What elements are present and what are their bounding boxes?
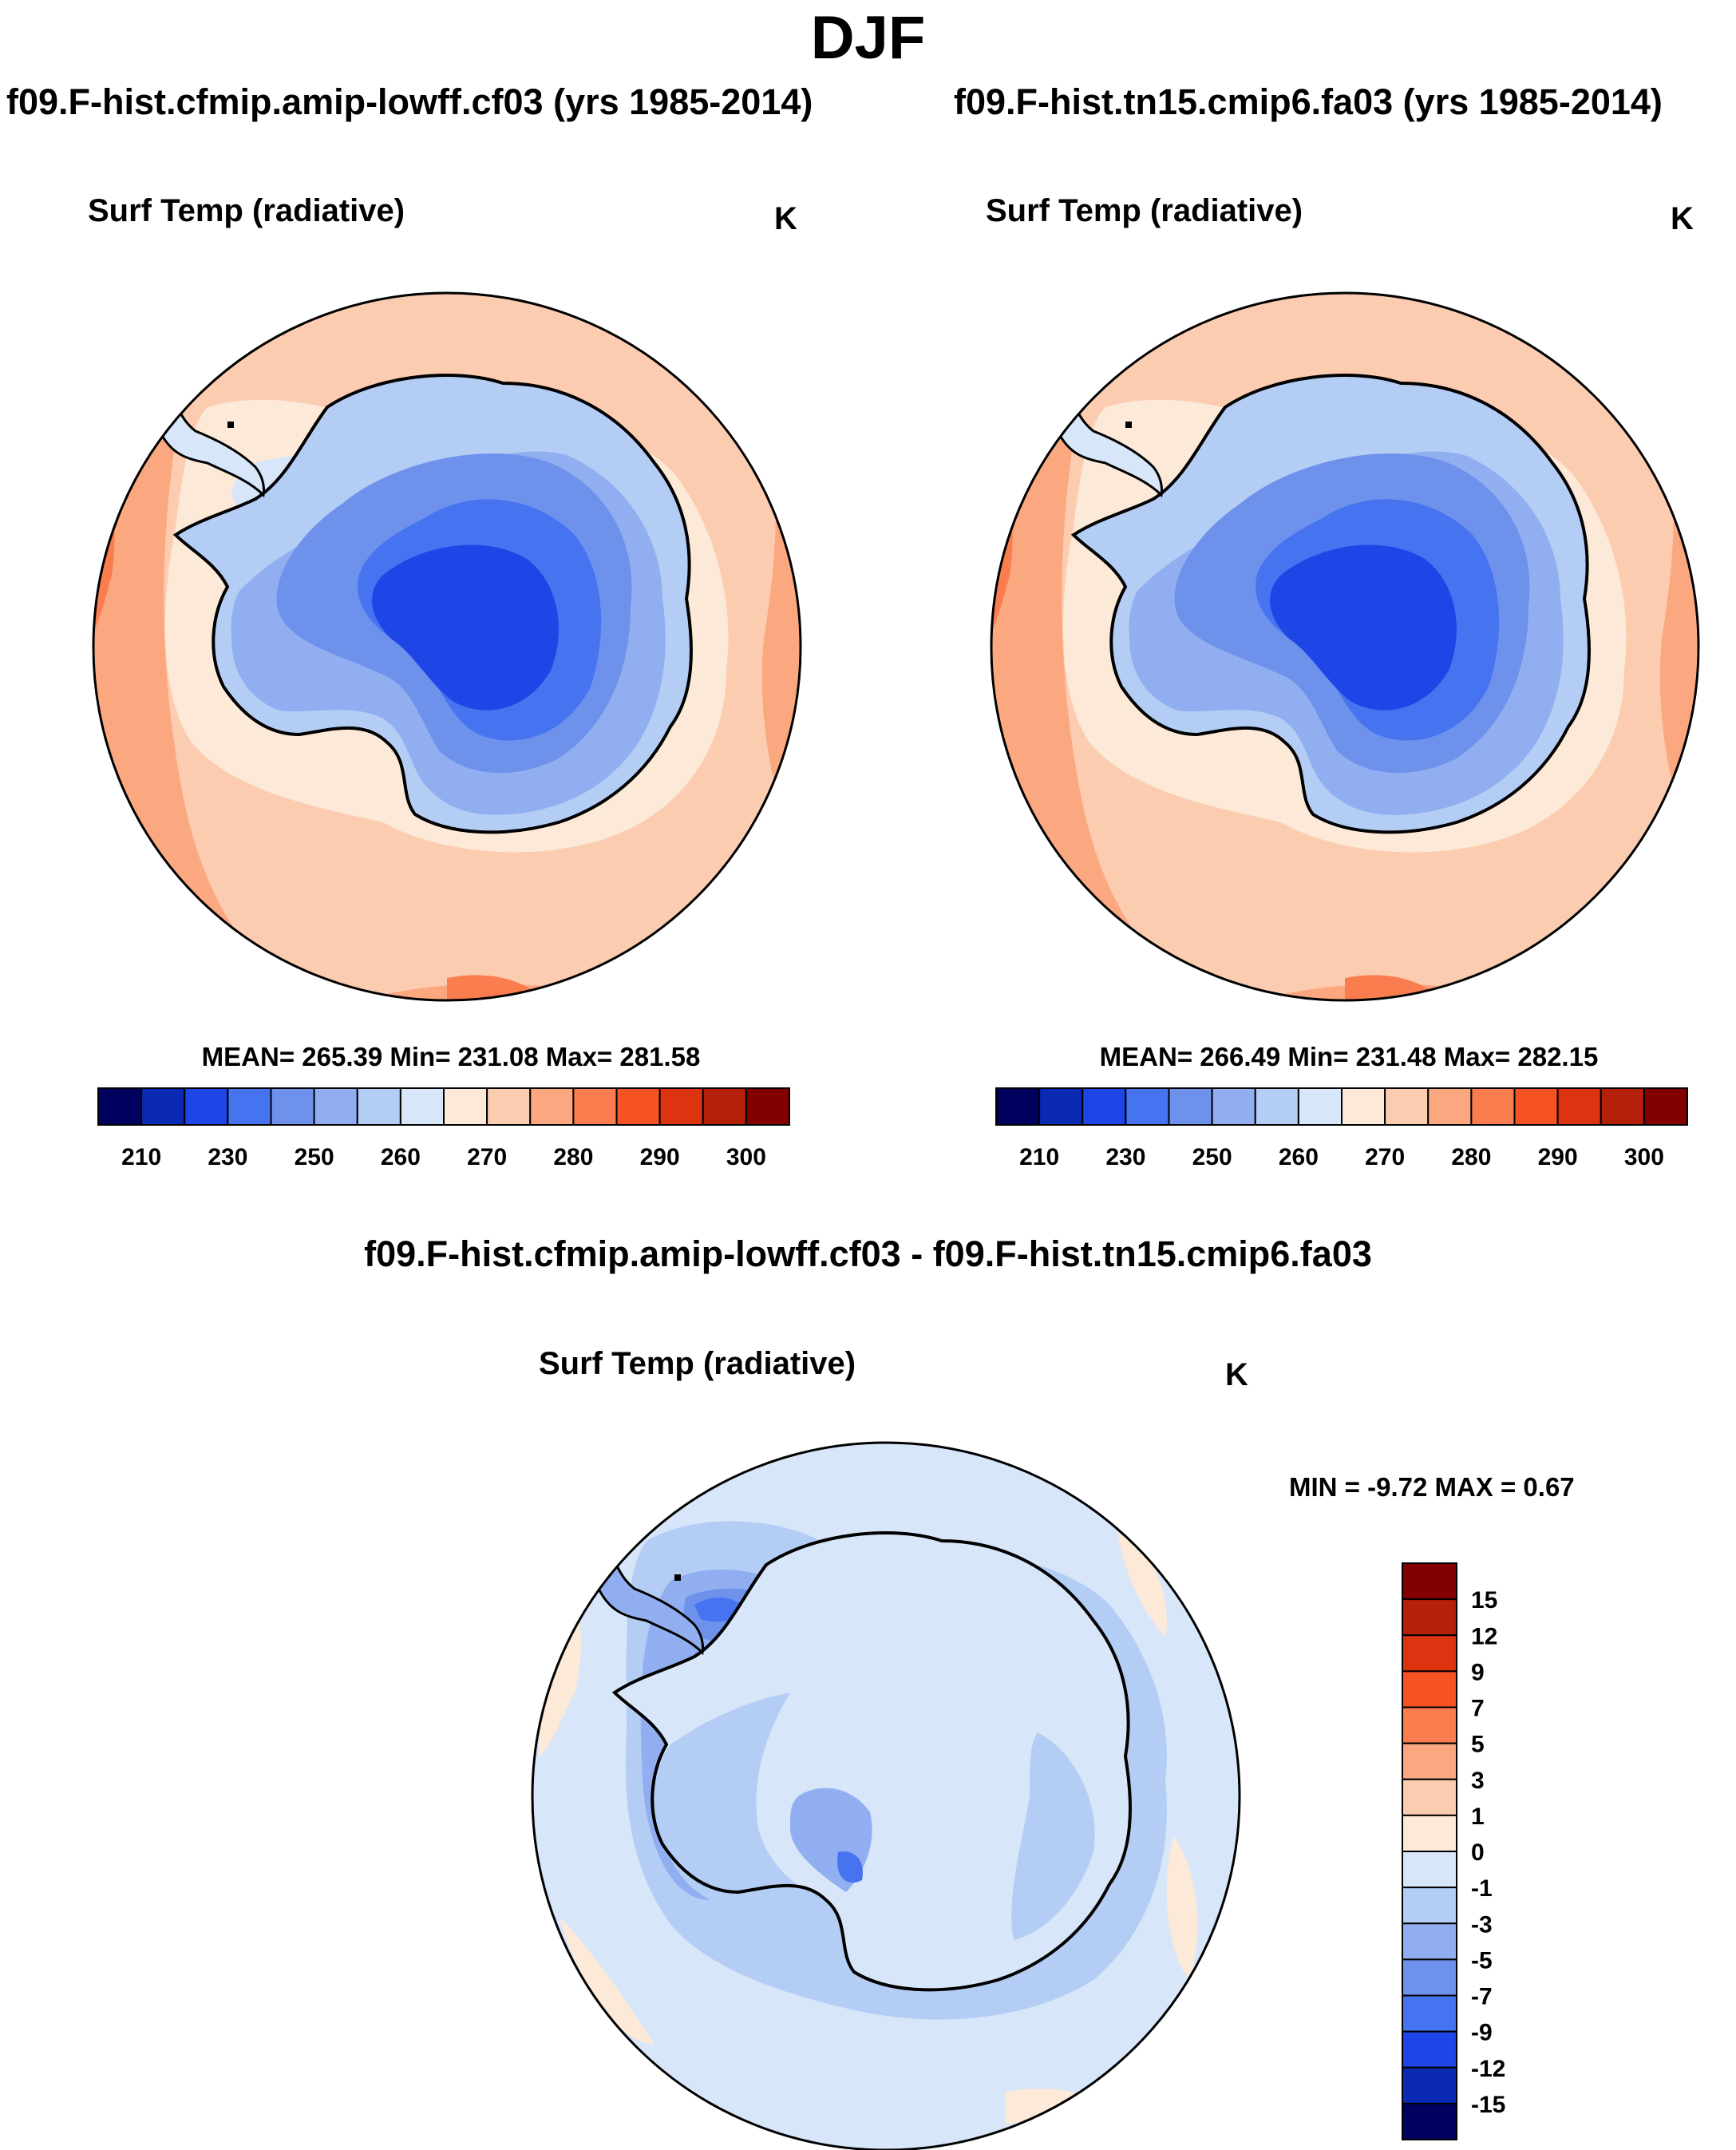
right-colorbar: 210 230 250 260 270 280 290 300: [995, 1087, 1688, 1170]
right-colorbar-box: [995, 1087, 1041, 1126]
left-colorbar-tick-label: 250: [295, 1144, 334, 1170]
left-colorbar-tick-label: 270: [467, 1144, 507, 1170]
left-colorbar-box: [486, 1087, 532, 1126]
right-colorbar-box: [1168, 1087, 1213, 1126]
left-colorbar-box: [399, 1087, 445, 1126]
right-colorbar-box: [1643, 1087, 1688, 1126]
diff-colorbar-box: [1402, 1670, 1457, 1709]
left-panel-units: K: [774, 201, 797, 236]
diff-panel-case-title: f09.F-hist.cfmip.amip-lowff.cf03 - f09.F…: [364, 1233, 1372, 1274]
left-colorbar-box: [313, 1087, 358, 1126]
diff-colorbar-tick-label: -5: [1471, 1947, 1493, 1974]
left-colorbar-box: [702, 1087, 747, 1126]
left-colorbar-box: [745, 1087, 790, 1126]
left-panel-variable: Surf Temp (radiative): [88, 193, 405, 228]
diff-colorbar-box: [1402, 1814, 1457, 1852]
diff-colorbar-tick-label: 15: [1471, 1587, 1497, 1613]
left-colorbar-box: [227, 1087, 272, 1126]
diff-panel-units: K: [1225, 1357, 1248, 1392]
diff-colorbar-tick-label: -9: [1471, 2020, 1493, 2046]
diff-colorbar-tick-label: 3: [1471, 1768, 1485, 1794]
right-colorbar-box: [1082, 1087, 1127, 1126]
left-colorbar-tick-label: 260: [381, 1144, 421, 1170]
right-colorbar-box: [1600, 1087, 1645, 1126]
diff-colorbar-box: [1402, 1887, 1457, 1925]
right-colorbar-tick-label: 270: [1365, 1144, 1405, 1170]
diff-colorbar-tick-label: 7: [1471, 1696, 1485, 1722]
diff-colorbar-box: [1402, 1598, 1457, 1637]
diff-colorbar-box: [1402, 2066, 1457, 2104]
left-colorbar-tick-label: 290: [640, 1144, 680, 1170]
diff-colorbar-box: [1402, 1634, 1457, 1673]
diff-colorbar-box: [1402, 1922, 1457, 1961]
left-colorbar-box: [658, 1087, 704, 1126]
diff-panel-map: [531, 1441, 1241, 2150]
right-colorbar-box: [1470, 1087, 1516, 1126]
left-colorbar-tick-label: 280: [553, 1144, 593, 1170]
diff-colorbar-tick-label: -12: [1471, 2056, 1505, 2082]
diff-colorbar-tick-label: 0: [1471, 1839, 1485, 1866]
left-colorbar-tick-label: 300: [726, 1144, 766, 1170]
right-colorbar-box: [1211, 1087, 1256, 1126]
diff-colorbar-tick-label: 12: [1471, 1623, 1497, 1649]
left-colorbar-box: [97, 1087, 143, 1126]
diff-colorbar-box: [1402, 2030, 1457, 2069]
right-colorbar-tick-label: 230: [1105, 1144, 1145, 1170]
right-colorbar-tick-label: 210: [1019, 1144, 1059, 1170]
diff-panel-minmax: MIN = -9.72 MAX = 0.67: [1289, 1472, 1575, 1502]
right-colorbar-box: [1513, 1087, 1559, 1126]
diff-colorbar-box: [1402, 1958, 1457, 1997]
diff-colorbar-tick-label: -3: [1471, 1911, 1493, 1938]
right-panel-variable: Surf Temp (radiative): [986, 193, 1303, 228]
right-colorbar-tick-label: 250: [1192, 1144, 1232, 1170]
left-colorbar-box: [615, 1087, 661, 1126]
diff-colorbar-tick-label: 9: [1471, 1659, 1485, 1685]
right-colorbar-box: [1297, 1087, 1343, 1126]
left-colorbar-box: [443, 1087, 488, 1126]
right-panel-case-title: f09.F-hist.tn15.cmip6.fa03 (yrs 1985-201…: [954, 81, 1663, 122]
right-colorbar-box: [1038, 1087, 1084, 1126]
diff-colorbar-box: [1402, 1706, 1457, 1744]
diff-colorbar-tick-label: -15: [1471, 2092, 1505, 2118]
right-colorbar-box: [1254, 1087, 1299, 1126]
right-colorbar-box: [1384, 1087, 1430, 1126]
diff-colorbar-box: [1402, 2102, 1457, 2140]
left-colorbar: 210 230 250 260 270 280 290 300: [97, 1087, 790, 1170]
left-colorbar-box: [184, 1087, 229, 1126]
right-colorbar-tick-label: 260: [1279, 1144, 1319, 1170]
right-colorbar-tick-label: 290: [1538, 1144, 1578, 1170]
right-panel-map: [990, 291, 1700, 1002]
left-colorbar-box: [572, 1087, 618, 1126]
left-panel-stats: MEAN= 265.39 Min= 231.08 Max= 281.58: [201, 1042, 701, 1071]
left-colorbar-box: [140, 1087, 186, 1126]
right-panel-stats: MEAN= 266.49 Min= 231.48 Max= 282.15: [1099, 1042, 1599, 1071]
left-colorbar-box: [356, 1087, 401, 1126]
diff-colorbar-tick-label: 1: [1471, 1804, 1485, 1830]
diff-panel-variable: Surf Temp (radiative): [539, 1346, 856, 1381]
left-colorbar-tick-label: 230: [208, 1144, 247, 1170]
figure-title: DJF: [810, 4, 926, 72]
left-panel-case-title: f09.F-hist.cfmip.amip-lowff.cf03 (yrs 19…: [6, 81, 813, 122]
left-colorbar-tick-label: 210: [121, 1144, 161, 1170]
diff-colorbar-tick-label: -1: [1471, 1875, 1493, 1902]
diff-colorbar-box: [1402, 1742, 1457, 1780]
diff-colorbar-box: [1402, 1778, 1457, 1816]
diff-colorbar-box: [1402, 1994, 1457, 2033]
right-panel-units: K: [1671, 201, 1694, 236]
right-colorbar-box: [1427, 1087, 1473, 1126]
diff-colorbar: 15 12 9 7 5 3 1 0 -1 -3 -5 -7 -9 -12 -15: [1402, 1562, 1505, 2140]
left-colorbar-box: [529, 1087, 575, 1126]
diff-colorbar-tick-label: 5: [1471, 1732, 1485, 1758]
left-panel-map: [92, 291, 802, 1002]
right-colorbar-box: [1125, 1087, 1170, 1126]
diff-colorbar-box: [1402, 1851, 1457, 1889]
right-colorbar-tick-label: 300: [1624, 1144, 1664, 1170]
right-colorbar-tick-label: 280: [1451, 1144, 1491, 1170]
diff-colorbar-box: [1402, 1562, 1457, 1601]
right-colorbar-box: [1556, 1087, 1602, 1126]
right-colorbar-box: [1341, 1087, 1386, 1126]
diff-colorbar-tick-label: -7: [1471, 1984, 1493, 2010]
left-colorbar-box: [270, 1087, 315, 1126]
